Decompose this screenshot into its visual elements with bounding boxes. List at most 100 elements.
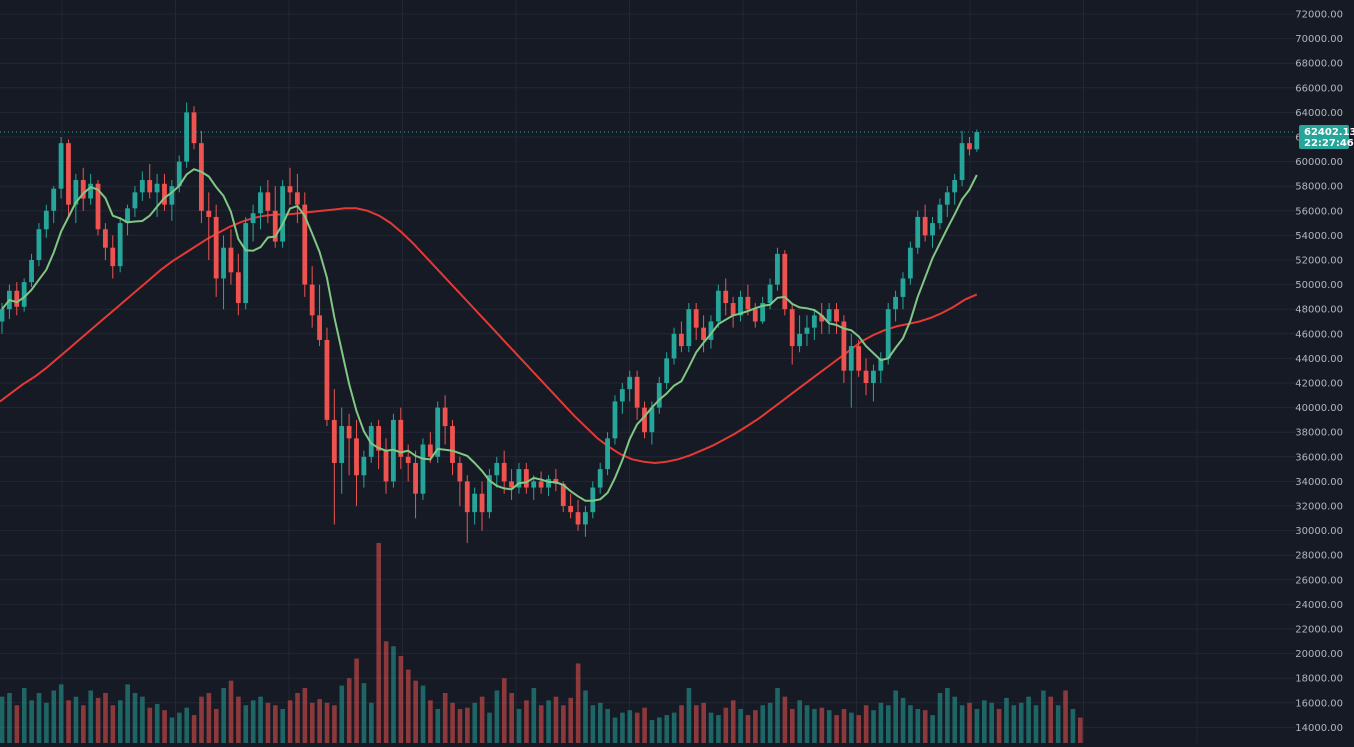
volume-bar xyxy=(465,707,470,743)
price-axis-tick-label: 30000.00 xyxy=(1295,526,1343,537)
price-axis-tick-label: 28000.00 xyxy=(1295,551,1343,562)
candle-body xyxy=(701,327,706,340)
volume-bar xyxy=(44,702,49,743)
volume-bar xyxy=(428,700,433,743)
volume-bar xyxy=(154,704,160,743)
candle-body xyxy=(878,358,884,371)
volume-bar xyxy=(886,705,891,743)
candle-body xyxy=(509,481,514,488)
volume-bar xyxy=(369,702,374,743)
volume-bar xyxy=(221,688,226,743)
volume-bar xyxy=(679,705,684,743)
volume-bar xyxy=(1055,705,1061,743)
candle-body xyxy=(819,315,825,322)
candle-body xyxy=(760,303,766,322)
volume-bar xyxy=(531,688,537,743)
candle-body xyxy=(583,512,588,525)
candle-body xyxy=(265,192,271,211)
volume-bar xyxy=(213,708,219,743)
volume-bar xyxy=(605,708,610,743)
volume-bar xyxy=(546,700,551,743)
volume-bar xyxy=(863,705,869,743)
price-axis-tick-label: 56000.00 xyxy=(1295,206,1343,217)
candle-body xyxy=(339,426,345,463)
volume-bar xyxy=(812,708,817,743)
volume-bar xyxy=(199,696,204,743)
volume-bar xyxy=(250,700,256,743)
volume-bar xyxy=(206,692,212,743)
candle-countdown-label: 22:27:46 xyxy=(1304,138,1354,149)
candle-body xyxy=(413,462,418,494)
price-axis-tick-label: 22000.00 xyxy=(1295,625,1343,636)
candle-body xyxy=(272,210,278,242)
volume-bar xyxy=(494,690,500,743)
price-axis-tick-label: 58000.00 xyxy=(1295,182,1343,193)
volume-bar xyxy=(273,705,278,743)
volume-bar xyxy=(376,542,382,743)
volume-bar xyxy=(760,705,766,743)
candle-body xyxy=(723,290,729,304)
volume-bar xyxy=(0,696,5,743)
price-axis-tick-label: 32000.00 xyxy=(1295,502,1343,513)
volume-bar xyxy=(442,692,448,743)
volume-bar xyxy=(745,715,751,743)
candle-body xyxy=(58,143,64,189)
candle-body xyxy=(811,315,817,328)
candle-body xyxy=(797,333,802,347)
candle-body xyxy=(501,462,507,482)
candle-body xyxy=(804,327,810,334)
volume-bar xyxy=(457,708,463,743)
candle-body xyxy=(782,253,788,310)
volume-bar xyxy=(730,700,736,743)
candle-body xyxy=(944,192,950,205)
price-axis-tick-label: 42000.00 xyxy=(1295,379,1343,390)
candle-body xyxy=(235,272,241,304)
candle-body xyxy=(147,180,153,193)
candle-body xyxy=(368,426,374,457)
volume-bar xyxy=(634,712,640,743)
volume-bar xyxy=(664,715,670,743)
candle-body xyxy=(568,506,574,513)
volume-bar xyxy=(701,702,706,743)
candle-body xyxy=(110,247,116,267)
price-axis-tick-label: 66000.00 xyxy=(1295,83,1343,94)
volume-bar xyxy=(1070,708,1076,743)
candle-body xyxy=(479,493,485,513)
candle-body xyxy=(125,208,130,224)
price-axis-tick-label: 44000.00 xyxy=(1295,354,1343,365)
volume-bar xyxy=(21,688,27,743)
volume-bar xyxy=(117,700,123,743)
volume-bar xyxy=(169,717,175,743)
candle-body xyxy=(405,456,411,463)
volume-bar xyxy=(346,678,352,743)
candle-body xyxy=(752,309,758,322)
candle-body xyxy=(841,321,847,371)
price-axis-tick-label: 20000.00 xyxy=(1295,649,1343,660)
volume-bar xyxy=(538,705,544,743)
volume-bar xyxy=(103,692,108,743)
current-price-label: 62402.13 xyxy=(1304,127,1354,138)
candle-body xyxy=(250,213,256,224)
volume-bar xyxy=(243,705,249,743)
volume-bar xyxy=(383,641,389,743)
candle-body xyxy=(198,143,204,211)
volume-bar xyxy=(900,697,906,743)
volume-bar xyxy=(324,702,330,743)
volume-bar xyxy=(1011,705,1017,743)
candle-body xyxy=(258,192,263,214)
candle-body xyxy=(775,253,780,285)
price-axis-tick-label: 18000.00 xyxy=(1295,674,1343,685)
volume-bar xyxy=(509,692,514,743)
volume-bar xyxy=(708,712,714,743)
candle-body xyxy=(767,284,773,304)
candle-body xyxy=(487,475,492,513)
volume-bar xyxy=(265,702,271,743)
volume-bar xyxy=(435,708,441,743)
candle-body xyxy=(302,204,308,285)
volume-bar xyxy=(280,708,286,743)
volume-bar xyxy=(753,710,758,743)
volume-bar xyxy=(228,680,234,743)
volume-bar xyxy=(649,720,655,743)
